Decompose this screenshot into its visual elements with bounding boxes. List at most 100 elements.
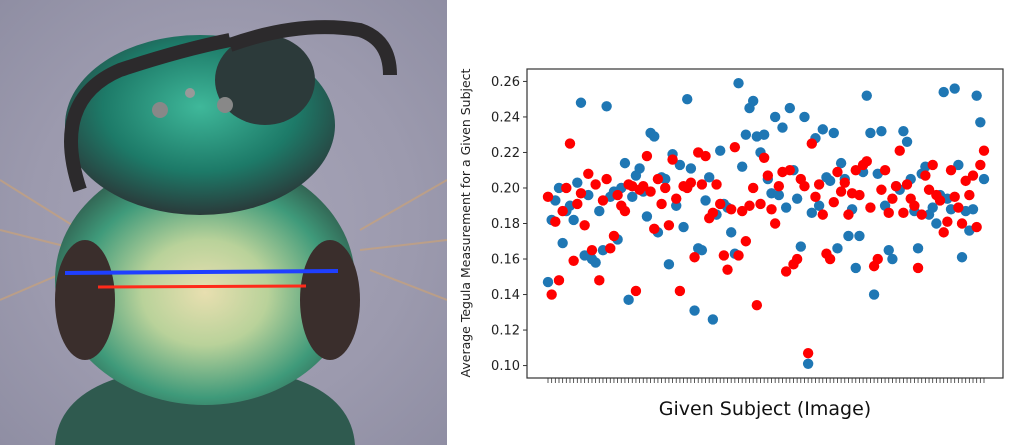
data-point-red <box>850 165 861 176</box>
data-point-red <box>927 159 938 171</box>
data-point-red <box>572 198 583 210</box>
x-axis-label: Given Subject (Image) <box>659 398 871 420</box>
data-point-red <box>901 179 913 190</box>
data-point-red <box>550 216 561 227</box>
data-point-red <box>909 200 920 211</box>
data-point-blue <box>780 202 792 213</box>
data-point-blue <box>843 230 854 242</box>
y-tick-label: 0.12 <box>491 324 520 339</box>
data-point-red <box>828 196 839 208</box>
data-point-blue <box>627 191 638 203</box>
data-point-blue <box>634 163 645 174</box>
data-point-blue <box>674 159 686 171</box>
data-point-blue <box>931 218 942 229</box>
data-point-blue <box>594 205 605 217</box>
data-point-red <box>920 170 931 181</box>
data-point-red <box>619 205 631 217</box>
data-point-blue <box>824 175 836 187</box>
data-point-red <box>938 227 949 238</box>
data-point-blue <box>619 157 631 169</box>
data-point-red <box>685 177 697 188</box>
data-point-red <box>641 150 653 162</box>
data-point-blue <box>568 214 579 226</box>
data-point-red <box>575 188 587 199</box>
data-point-blue <box>898 125 909 137</box>
data-point-red <box>608 230 620 242</box>
data-point-blue <box>828 127 839 139</box>
data-point-red <box>711 179 722 190</box>
data-point-red <box>887 193 898 204</box>
antenna-right <box>227 20 397 76</box>
data-point-red <box>967 170 979 181</box>
bee-specimen-photo <box>0 0 447 445</box>
data-point-red <box>832 166 843 178</box>
data-point-red <box>546 289 557 300</box>
data-point-red <box>579 220 590 231</box>
data-point-red <box>715 198 726 210</box>
data-point-red <box>747 182 759 194</box>
data-point-red <box>890 181 902 192</box>
data-point-blue <box>678 221 689 233</box>
data-point-red <box>638 181 649 192</box>
data-point-red <box>766 204 777 215</box>
data-point-red <box>817 209 828 220</box>
data-point-red <box>557 205 568 217</box>
plot-frame <box>526 68 1004 379</box>
data-point-red <box>660 182 671 194</box>
data-point-blue <box>802 358 814 369</box>
data-point-red <box>876 184 887 195</box>
data-point-red <box>542 191 554 203</box>
y-tick-label: 0.24 <box>491 110 520 125</box>
data-point-blue <box>747 95 759 107</box>
y-tick-label: 0.22 <box>491 146 520 161</box>
data-point-blue <box>861 90 872 101</box>
data-point-red <box>751 299 763 311</box>
data-point-red <box>975 159 986 171</box>
data-point-blue <box>725 227 737 238</box>
data-point-blue <box>832 243 843 254</box>
y-tick-label: 0.18 <box>491 217 520 232</box>
data-point-blue <box>938 86 949 98</box>
data-point-red <box>725 204 737 215</box>
data-point-red <box>883 207 894 219</box>
data-point-blue <box>715 145 726 156</box>
data-point-red <box>912 262 924 274</box>
data-point-red <box>784 165 796 176</box>
y-tick-label: 0.14 <box>491 288 520 303</box>
red-measurement-line <box>97 284 307 289</box>
data-point-red <box>769 218 781 229</box>
data-point-red <box>854 189 865 201</box>
data-point-blue <box>733 78 744 89</box>
data-point-red <box>733 250 744 261</box>
data-point-red <box>707 207 719 219</box>
data-point-red <box>923 184 935 195</box>
data-point-red <box>722 264 733 275</box>
data-point-blue <box>949 83 960 94</box>
data-point-red <box>586 244 598 256</box>
data-point-red <box>744 200 755 211</box>
data-point-blue <box>682 93 693 105</box>
data-point-red <box>652 173 664 185</box>
data-point-red <box>934 195 946 206</box>
data-point-blue <box>707 314 719 325</box>
data-point-blue <box>623 294 634 306</box>
data-point-red <box>894 145 905 156</box>
data-point-red <box>879 165 891 176</box>
data-point-blue <box>876 125 887 137</box>
data-point-red <box>553 275 565 286</box>
data-point-red <box>978 145 990 156</box>
data-point-blue <box>590 257 601 268</box>
blue-measurement-line <box>64 269 339 275</box>
y-tick-label: 0.10 <box>491 359 520 374</box>
data-point-red <box>649 223 660 235</box>
data-point-red <box>630 285 642 297</box>
data-point-blue <box>769 111 781 123</box>
data-point-red <box>564 138 576 149</box>
data-point-red <box>945 165 957 176</box>
data-point-blue <box>696 244 708 256</box>
data-point-red <box>656 198 667 210</box>
data-point-red <box>696 179 708 190</box>
data-point-blue <box>953 159 964 171</box>
y-tick-label: 0.26 <box>491 75 520 90</box>
data-point-red <box>916 209 927 220</box>
